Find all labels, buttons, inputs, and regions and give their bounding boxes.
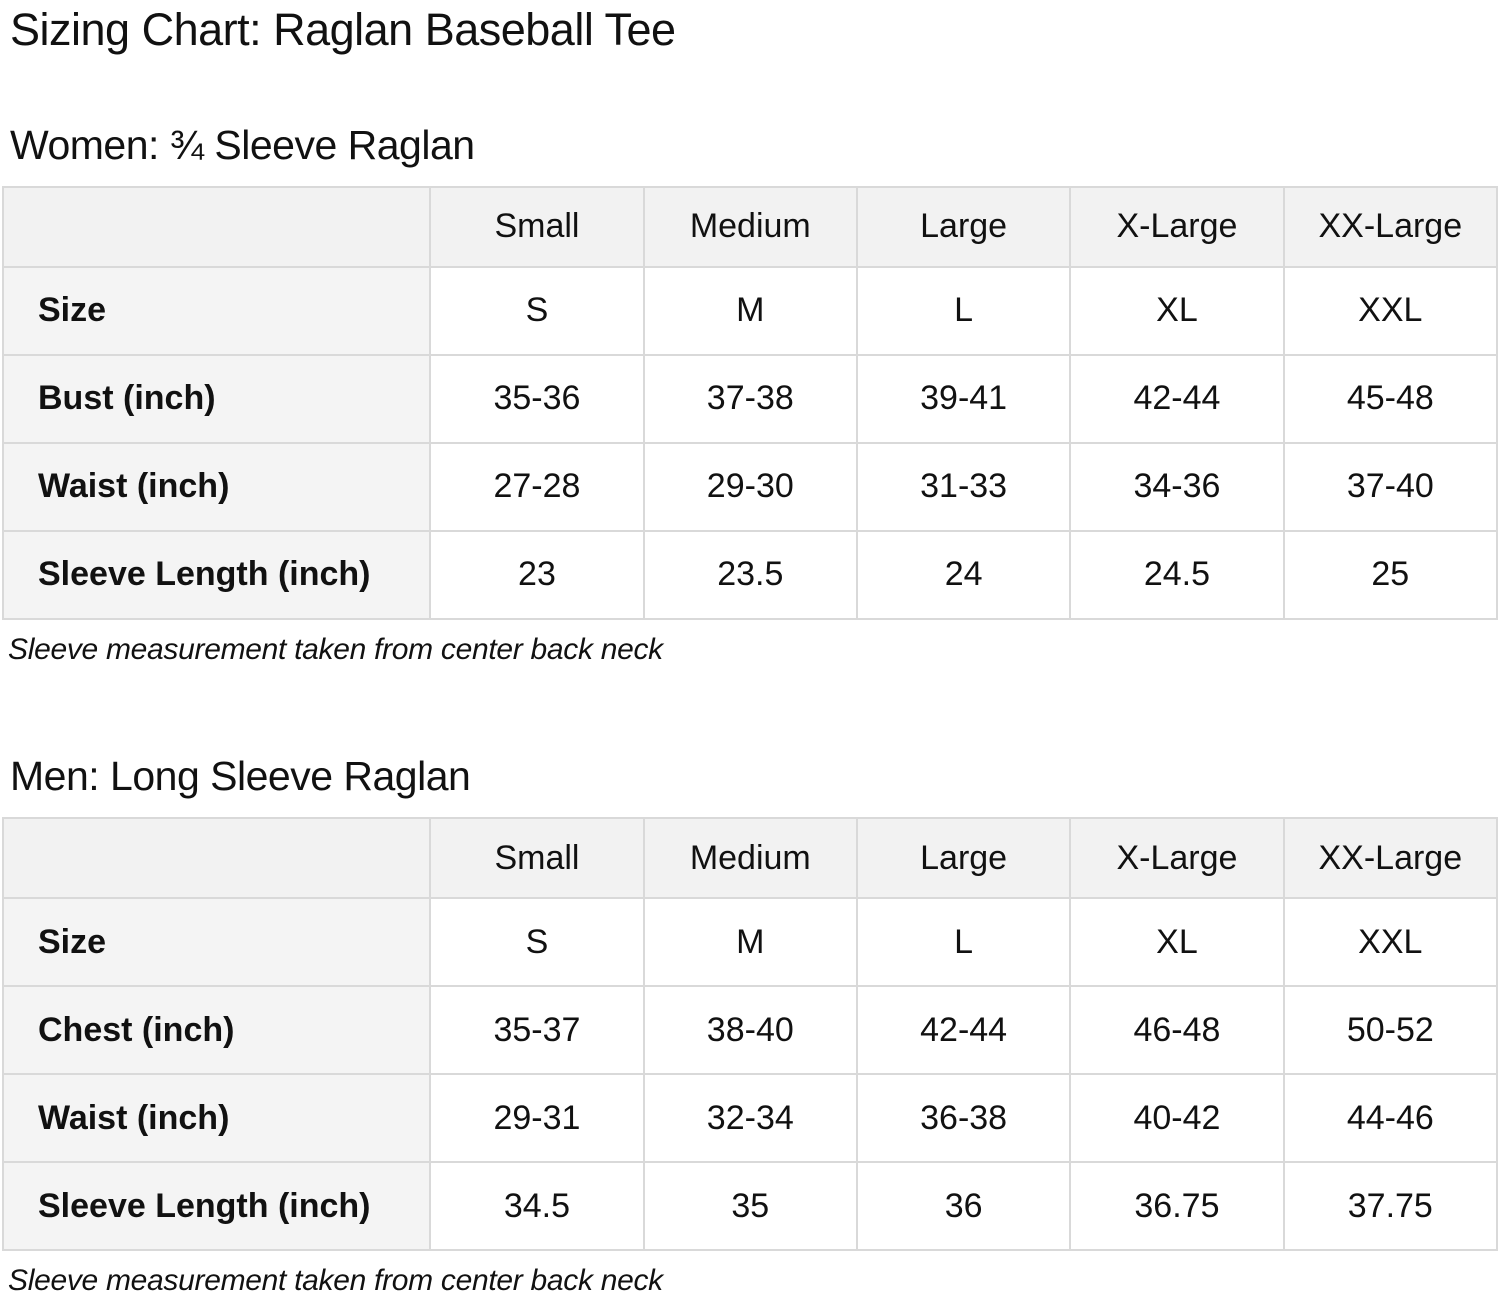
table-row: Chest (inch) 35-37 38-40 42-44 46-48 50-… bbox=[1, 985, 1499, 1076]
table-cell: 25 bbox=[1282, 529, 1499, 620]
men-row-label-waist: Waist (inch) bbox=[1, 1073, 432, 1164]
men-header-large: Large bbox=[855, 817, 1072, 900]
men-header-xxlarge: XX-Large bbox=[1282, 817, 1499, 900]
table-row: Bust (inch) 35-36 37-38 39-41 42-44 45-4… bbox=[1, 353, 1499, 444]
table-cell: 34-36 bbox=[1069, 441, 1285, 532]
table-cell: 40-42 bbox=[1069, 1073, 1285, 1164]
women-header-empty-cell bbox=[1, 185, 432, 268]
table-cell: 36.75 bbox=[1069, 1161, 1285, 1252]
table-cell: XXL bbox=[1282, 897, 1499, 988]
men-row-label-sleeve-length: Sleeve Length (inch) bbox=[1, 1161, 432, 1252]
table-cell: 35 bbox=[642, 1161, 858, 1252]
table-cell: 42-44 bbox=[855, 985, 1072, 1076]
table-cell: XL bbox=[1069, 897, 1285, 988]
table-cell: 24 bbox=[855, 529, 1072, 620]
table-cell: 36 bbox=[855, 1161, 1072, 1252]
women-header-medium: Medium bbox=[642, 185, 858, 268]
table-cell: L bbox=[855, 897, 1072, 988]
table-cell: S bbox=[429, 265, 645, 356]
women-header-xlarge: X-Large bbox=[1069, 185, 1285, 268]
table-row: Size S M L XL XXL bbox=[1, 265, 1499, 356]
men-header-row: Small Medium Large X-Large XX-Large bbox=[1, 817, 1499, 900]
table-cell: 32-34 bbox=[642, 1073, 858, 1164]
table-cell: M bbox=[642, 897, 858, 988]
men-row-label-size: Size bbox=[1, 897, 432, 988]
women-table-note: Sleeve measurement taken from center bac… bbox=[8, 632, 663, 666]
table-row: Sleeve Length (inch) 23 23.5 24 24.5 25 bbox=[1, 529, 1499, 620]
table-cell: 29-30 bbox=[642, 441, 858, 532]
table-cell: 35-36 bbox=[429, 353, 645, 444]
men-header-empty-cell bbox=[1, 817, 432, 900]
table-row: Sleeve Length (inch) 34.5 35 36 36.75 37… bbox=[1, 1161, 1499, 1252]
women-row-label-sleeve-length: Sleeve Length (inch) bbox=[1, 529, 432, 620]
women-size-table: Small Medium Large X-Large XX-Large Size… bbox=[1, 185, 1499, 620]
men-header-xlarge: X-Large bbox=[1069, 817, 1285, 900]
table-cell: 35-37 bbox=[429, 985, 645, 1076]
women-row-label-bust: Bust (inch) bbox=[1, 353, 432, 444]
men-size-table: Small Medium Large X-Large XX-Large Size… bbox=[1, 817, 1499, 1252]
table-cell: 37-40 bbox=[1282, 441, 1499, 532]
table-cell: 24.5 bbox=[1069, 529, 1285, 620]
table-row: Waist (inch) 29-31 32-34 36-38 40-42 44-… bbox=[1, 1073, 1499, 1164]
table-cell: 46-48 bbox=[1069, 985, 1285, 1076]
table-cell: 50-52 bbox=[1282, 985, 1499, 1076]
table-row: Size S M L XL XXL bbox=[1, 897, 1499, 988]
men-header-medium: Medium bbox=[642, 817, 858, 900]
men-header-small: Small bbox=[429, 817, 645, 900]
women-row-label-size: Size bbox=[1, 265, 432, 356]
table-cell: 31-33 bbox=[855, 441, 1072, 532]
table-cell: 29-31 bbox=[429, 1073, 645, 1164]
table-cell: 23.5 bbox=[642, 529, 858, 620]
table-cell: L bbox=[855, 265, 1072, 356]
women-row-label-waist: Waist (inch) bbox=[1, 441, 432, 532]
table-row: Waist (inch) 27-28 29-30 31-33 34-36 37-… bbox=[1, 441, 1499, 532]
table-cell: 44-46 bbox=[1282, 1073, 1499, 1164]
women-header-small: Small bbox=[429, 185, 645, 268]
table-cell: XXL bbox=[1282, 265, 1499, 356]
table-cell: 37.75 bbox=[1282, 1161, 1499, 1252]
men-table-note: Sleeve measurement taken from center bac… bbox=[8, 1264, 663, 1298]
women-header-row: Small Medium Large X-Large XX-Large bbox=[1, 185, 1499, 268]
table-cell: M bbox=[642, 265, 858, 356]
men-row-label-chest: Chest (inch) bbox=[1, 985, 432, 1076]
table-cell: S bbox=[429, 897, 645, 988]
table-cell: 23 bbox=[429, 529, 645, 620]
table-cell: 42-44 bbox=[1069, 353, 1285, 444]
table-cell: 37-38 bbox=[642, 353, 858, 444]
table-cell: 45-48 bbox=[1282, 353, 1499, 444]
table-cell: XL bbox=[1069, 265, 1285, 356]
table-cell: 34.5 bbox=[429, 1161, 645, 1252]
men-section-heading: Men: Long Sleeve Raglan bbox=[10, 752, 471, 799]
table-cell: 38-40 bbox=[642, 985, 858, 1076]
table-cell: 36-38 bbox=[855, 1073, 1072, 1164]
women-header-xxlarge: XX-Large bbox=[1282, 185, 1499, 268]
women-section-heading: Women: ¾ Sleeve Raglan bbox=[10, 121, 475, 168]
table-cell: 27-28 bbox=[429, 441, 645, 532]
table-cell: 39-41 bbox=[855, 353, 1072, 444]
page-title: Sizing Chart: Raglan Baseball Tee bbox=[10, 4, 676, 55]
women-header-large: Large bbox=[855, 185, 1072, 268]
